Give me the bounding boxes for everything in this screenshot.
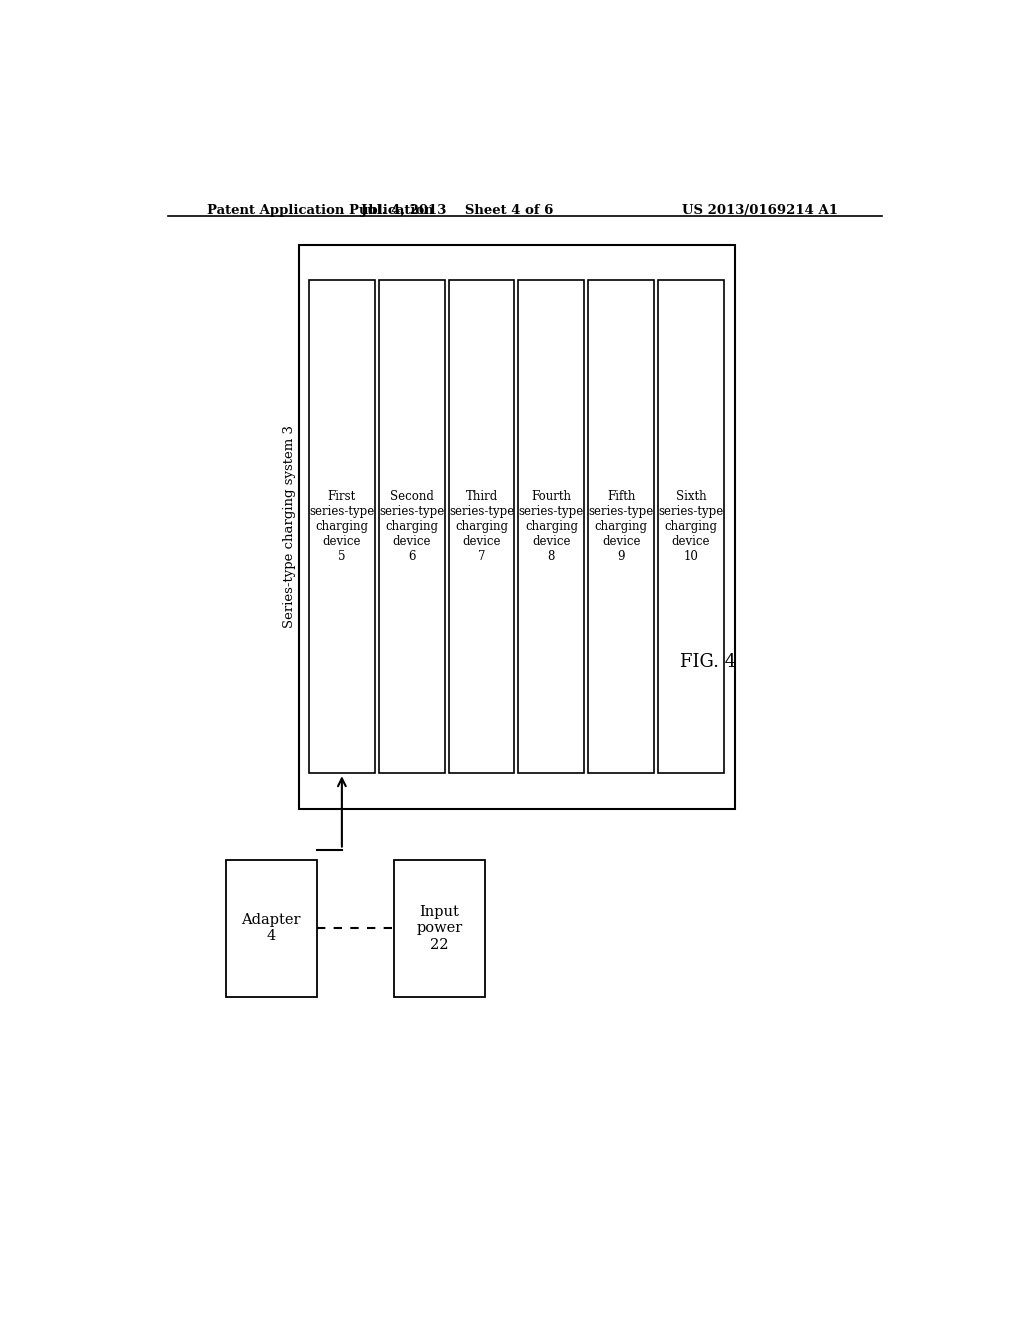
Bar [394,859,485,997]
Text: Fourth
series-type
charging
device
8: Fourth series-type charging device 8 [519,490,584,564]
Text: Fifth
series-type
charging
device
9: Fifth series-type charging device 9 [589,490,654,564]
Text: Jul. 4, 2013    Sheet 4 of 6: Jul. 4, 2013 Sheet 4 of 6 [361,205,554,216]
Bar [449,280,514,774]
Text: Patent Application Publication: Patent Application Publication [207,205,434,216]
Bar [299,244,735,809]
Bar [658,280,724,774]
Text: US 2013/0169214 A1: US 2013/0169214 A1 [682,205,839,216]
Text: Adapter
4: Adapter 4 [242,913,301,944]
Bar [518,280,585,774]
Text: Third
series-type
charging
device
7: Third series-type charging device 7 [449,490,514,564]
Text: Input
power
22: Input power 22 [417,906,463,952]
Text: Second
series-type
charging
device
6: Second series-type charging device 6 [379,490,444,564]
Text: FIG. 4: FIG. 4 [680,652,735,671]
Bar [309,280,375,774]
Text: Sixth
series-type
charging
device
10: Sixth series-type charging device 10 [658,490,724,564]
Bar [379,280,444,774]
Text: Series-type charging system 3: Series-type charging system 3 [283,425,296,628]
Text: First
series-type
charging
device
5: First series-type charging device 5 [309,490,375,564]
Bar [588,280,654,774]
Bar [225,859,316,997]
